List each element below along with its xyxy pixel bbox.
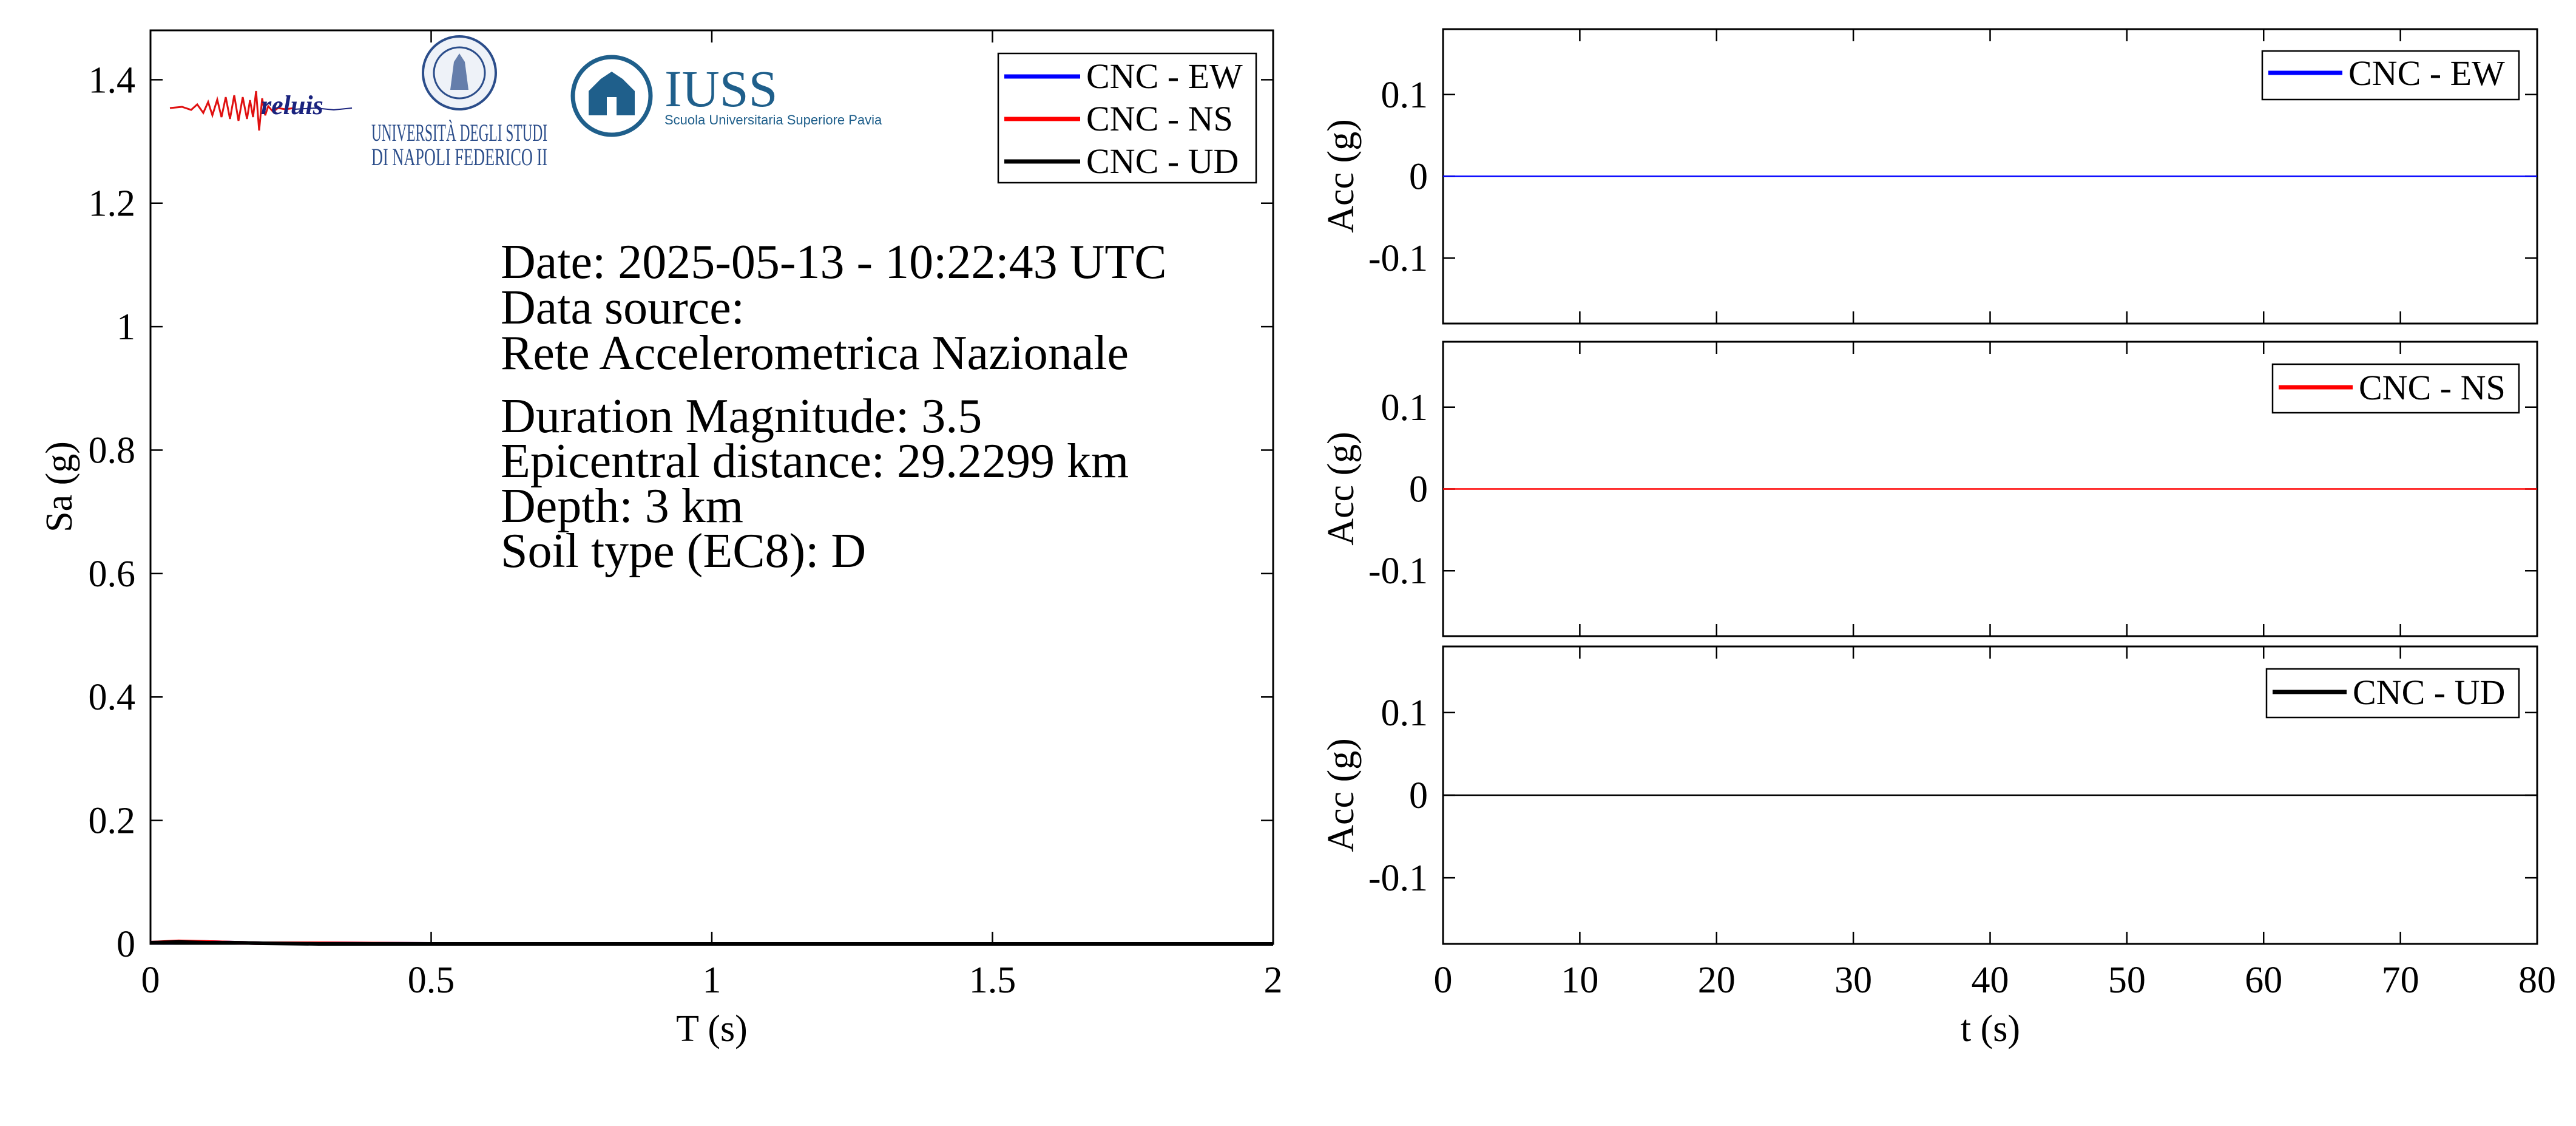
spectrum-y-tick-label: 1.4 bbox=[89, 59, 136, 101]
depth: Depth: 3 km bbox=[501, 480, 743, 533]
acc-ew-ticks: 0.1 0 -0.1 bbox=[1368, 29, 2538, 324]
acc-ud-y-tick-label: 0.1 bbox=[1381, 693, 1428, 734]
spectrum-y-tick-label: 0.6 bbox=[89, 554, 136, 595]
acc-ew-legend-label: CNC - EW bbox=[2348, 53, 2505, 93]
acc-ud-x-tick-label: 80 bbox=[2518, 960, 2556, 1001]
acc-ew-chart: 0.1 0 -0.1 Acc (g) CNC - EW bbox=[1320, 28, 2538, 325]
acc-ns-y-tick-label: 0.1 bbox=[1381, 387, 1428, 429]
legend-label-ew: CNC - EW bbox=[1086, 56, 1243, 96]
acc-ud-x-tick-label: 10 bbox=[1561, 960, 1598, 1001]
unina-line1: UNIVERSITÀ DEGLI STUDI bbox=[371, 119, 547, 146]
spectrum-y-tick-label: 0 bbox=[117, 924, 135, 965]
acc-ns-y-tick-label: 0 bbox=[1409, 469, 1428, 510]
acc-ns-y-tick-label: -0.1 bbox=[1368, 551, 1428, 592]
acc-ud-chart: 0 10 20 30 40 50 60 70 800.10-0.1 Acc (g) t (s) … bbox=[1320, 645, 2556, 1050]
acc-ew-y-tick-label: -0.1 bbox=[1368, 238, 1428, 279]
unina-seal-inner-icon bbox=[433, 46, 486, 100]
acc-ud-y-tick-label: -0.1 bbox=[1368, 858, 1428, 899]
data-source-name: Rete Accelerometrica Nazionale bbox=[501, 327, 1129, 380]
acc-ns-ticks: 0.1 0 -0.1 bbox=[1368, 342, 2538, 636]
iuss-logo: IUSS Scuola Universitaria Superiore Pavi… bbox=[570, 55, 882, 137]
spectrum-y-tick-label: 0.8 bbox=[89, 430, 136, 471]
acc-ew-y-tick-label: 0 bbox=[1409, 157, 1428, 198]
spectrum-x-tick-label: 2 bbox=[1264, 960, 1283, 1001]
unina-line2: DI NAPOLI FEDERICO II bbox=[371, 143, 547, 171]
spectrum-x-tick-label: 0.5 bbox=[408, 960, 455, 1001]
reluis-logo: reluis bbox=[169, 90, 353, 131]
spectrum-chart: 0 0.5 1 1.5 2 0 0.2 0.4 0.6 0.8 1 1.2 1.4 T (s) Sa (… bbox=[39, 29, 1283, 1050]
spectrum-y-tick-label: 0.4 bbox=[89, 677, 136, 718]
acc-ud-x-tick-label: 60 bbox=[2245, 960, 2282, 1001]
legend-label-ns: CNC - NS bbox=[1086, 99, 1233, 138]
acc-ud-x-tick-label: 0 bbox=[1434, 960, 1453, 1001]
acc-ns-y-axis-label: Acc (g) bbox=[1320, 432, 1362, 546]
duration-magnitude: Duration Magnitude: 3.5 bbox=[501, 390, 982, 443]
unina-logo: UNIVERSITÀ DEGLI STUDI DI NAPOLI FEDERIC… bbox=[371, 35, 547, 171]
acc-ud-x-tick-label: 50 bbox=[2108, 960, 2146, 1001]
event-info: Date: 2025-05-13 - 10:22:43 UTC Data sou… bbox=[501, 236, 1167, 578]
acc-ns-chart: 0.1 0 -0.1 Acc (g) CNC - NS bbox=[1320, 341, 2538, 637]
event-date: Date: 2025-05-13 - 10:22:43 UTC bbox=[501, 236, 1167, 289]
iuss-door-icon bbox=[607, 97, 617, 115]
acc-ns-legend: CNC - NS bbox=[2271, 363, 2520, 414]
acc-ud-y-tick-label: 0 bbox=[1409, 775, 1428, 816]
acc-ns-legend-label: CNC - NS bbox=[2359, 368, 2506, 407]
acc-ud-x-tick-label: 70 bbox=[2382, 960, 2419, 1001]
spectrum-legend: CNC - EW CNC - NS CNC - UD bbox=[997, 52, 1257, 184]
epicentral-distance: Epicentral distance: 29.2299 km bbox=[501, 435, 1129, 488]
spectrum-ticks: 0 0.5 1 1.5 2 0 0.2 0.4 0.6 0.8 1 1.2 1.4 bbox=[89, 30, 1283, 1001]
spectrum-series bbox=[150, 939, 1273, 946]
acc-ud-x-tick-label: 20 bbox=[1698, 960, 1736, 1001]
iuss-building-icon bbox=[589, 72, 635, 115]
acc-ud-x-axis-label: t (s) bbox=[1961, 1008, 2020, 1050]
spectrum-series-ud bbox=[150, 940, 1273, 946]
acc-ew-legend-box bbox=[2261, 50, 2520, 101]
soil-type: Soil type (EC8): D bbox=[501, 524, 866, 578]
spectrum-y-axis-label: Sa (g) bbox=[39, 441, 80, 532]
spectrum-x-tick-label: 1 bbox=[703, 960, 722, 1001]
acc-ud-ticks: 0 10 20 30 40 50 60 70 80 0.1 0 -0.1 bbox=[1368, 646, 2556, 1001]
reluis-tail-icon bbox=[294, 107, 353, 111]
acc-ud-x-tick-label: 40 bbox=[1972, 960, 2009, 1001]
acc-ew-legend: CNC - EW bbox=[2261, 50, 2520, 101]
reluis-logo-text: reluis bbox=[261, 90, 323, 120]
spectrum-y-tick-label: 1.2 bbox=[89, 183, 136, 225]
iuss-title: IUSS bbox=[664, 59, 777, 118]
acc-ew-y-tick-label: 0.1 bbox=[1381, 75, 1428, 116]
spectrum-x-tick-label: 0 bbox=[141, 960, 160, 1001]
spectrum-x-tick-label: 1.5 bbox=[969, 960, 1016, 1001]
acc-ud-y-axis-label: Acc (g) bbox=[1320, 738, 1362, 852]
acc-ud-x-tick-label: 30 bbox=[1834, 960, 1872, 1001]
spectrum-x-axis-label: T (s) bbox=[676, 1008, 748, 1050]
data-source-label: Data source: bbox=[501, 281, 745, 334]
acc-ud-legend: CNC - UD bbox=[2265, 668, 2520, 719]
acc-ud-legend-label: CNC - UD bbox=[2353, 673, 2505, 712]
legend-label-ud: CNC - UD bbox=[1086, 141, 1239, 181]
spectrum-y-tick-label: 1 bbox=[117, 307, 135, 348]
unina-seal-figure-icon bbox=[450, 53, 468, 90]
reluis-waveform-icon bbox=[169, 90, 295, 131]
iuss-subtitle: Scuola Universitaria Superiore Pavia bbox=[664, 112, 882, 127]
spectrum-y-tick-label: 0.2 bbox=[89, 801, 136, 842]
acc-ew-y-axis-label: Acc (g) bbox=[1320, 119, 1362, 233]
